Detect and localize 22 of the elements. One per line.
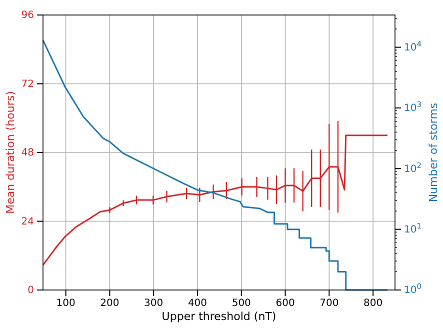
y-tick-label: 24 <box>21 216 34 228</box>
x-tick-label: 200 <box>100 298 120 310</box>
y-axis-title: Mean duration (hours) <box>4 91 17 214</box>
y2-tick-label: 10$^{0}$ <box>404 282 422 296</box>
x-tick-label: 100 <box>56 298 76 310</box>
x-tick-label: 800 <box>364 298 383 310</box>
line-series <box>42 39 388 291</box>
y2-tick-label: 10$^{2}$ <box>404 160 422 175</box>
x-tick-label: 600 <box>276 298 295 310</box>
y-tick-label: 48 <box>21 148 34 159</box>
x-tick-label: 400 <box>188 298 208 310</box>
x-tick-label: 300 <box>144 298 164 310</box>
y2-tick-label: 10$^{1}$ <box>404 221 422 236</box>
x-tick-label: 700 <box>320 298 339 310</box>
y-tick-label: 96 <box>21 10 34 22</box>
y-tick-label: 72 <box>21 78 34 90</box>
y-tick-label: 0 <box>28 285 34 296</box>
x-axis-title: Upper threshold (nT) <box>162 310 276 323</box>
y2-tick-label: 10$^{3}$ <box>404 100 422 114</box>
y2-tick-label: 10$^{4}$ <box>404 38 422 54</box>
y2-axis-title: Number of storms <box>427 102 440 202</box>
x-tick-label: 500 <box>232 298 251 310</box>
